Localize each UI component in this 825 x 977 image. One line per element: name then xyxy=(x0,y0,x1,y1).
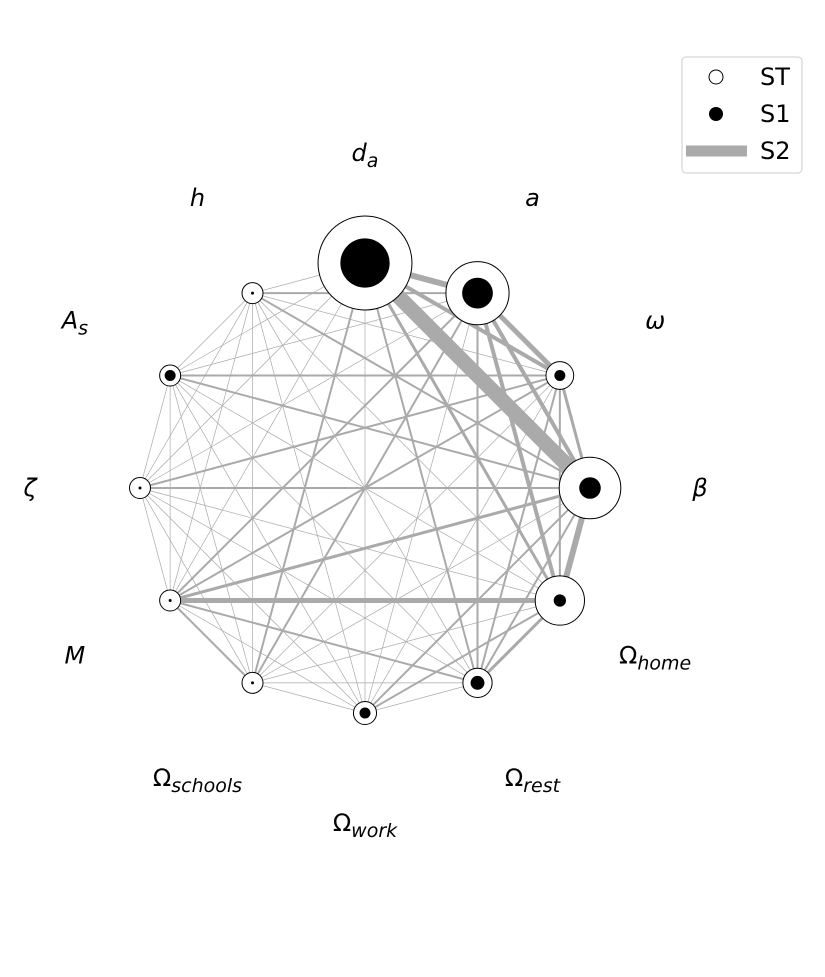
edge-beta-M xyxy=(169,486,591,602)
node-first-order-h xyxy=(251,291,254,295)
node-first-order-zeta xyxy=(138,486,142,490)
edge-omega_schools-M xyxy=(169,599,254,684)
node-label-omega: ω xyxy=(645,307,665,335)
edge-omega_work-h xyxy=(252,293,366,714)
legend-label-s1: S1 xyxy=(760,100,791,128)
edge-a-omega_home xyxy=(475,292,562,602)
node-label-beta: β xyxy=(691,474,707,502)
node-label-omega_work: Ωwork xyxy=(333,809,398,842)
node-label-a: a xyxy=(525,184,540,212)
legend-symbol-s1 xyxy=(709,107,723,121)
node-label-omega_rest: Ωrest xyxy=(505,764,562,797)
edge-omega_rest-M xyxy=(169,599,478,684)
edge-beta-h xyxy=(252,292,591,489)
node-first-order-omega_schools xyxy=(251,681,254,685)
edge-omega_rest-A_s xyxy=(169,375,478,684)
node-first-order-omega_home xyxy=(553,594,567,607)
nodes-layer xyxy=(129,215,622,726)
edge-omega_rest-omega_work xyxy=(364,682,478,714)
edges-layer xyxy=(139,257,596,714)
edge-omega_schools-A_s xyxy=(169,375,253,683)
edge-M-h xyxy=(169,293,253,601)
edge-omega_home-zeta xyxy=(139,487,560,601)
edge-beta-A_s xyxy=(169,374,591,489)
edge-d_a-omega_schools xyxy=(251,262,366,684)
node-first-order-omega_rest xyxy=(470,675,485,690)
edge-a-M xyxy=(169,292,479,602)
edge-zeta-h xyxy=(139,292,253,489)
edge-beta-omega_rest xyxy=(476,487,591,684)
legend-label-s2: S2 xyxy=(760,137,791,165)
edge-omega-omega_schools xyxy=(252,375,561,684)
node-label-A_s: As xyxy=(60,307,88,340)
edge-zeta-A_s xyxy=(139,375,171,489)
node-label-zeta: ζ xyxy=(22,474,38,502)
edge-a-beta xyxy=(475,292,592,490)
edge-d_a-omega_rest xyxy=(364,262,479,684)
edge-omega_home-h xyxy=(252,292,561,601)
node-label-M: M xyxy=(65,642,86,670)
legend-label-st: ST xyxy=(760,63,790,91)
node-first-order-M xyxy=(168,599,172,602)
node-label-h: h xyxy=(190,184,205,212)
edge-A_s-h xyxy=(169,292,253,376)
legend-symbol-st xyxy=(708,69,724,85)
legend-frame xyxy=(681,56,803,174)
edge-M-zeta xyxy=(139,487,171,601)
legend: ST S1 S2 xyxy=(681,56,803,174)
edge-omega_home-omega_work xyxy=(364,599,561,714)
node-label-omega_home: Ωhome xyxy=(619,642,691,675)
edge-d_a-beta xyxy=(359,257,596,494)
labels-layer: da a ω β Ωhome Ωrest Ωwork Ωschools Mζ As h xyxy=(22,139,707,842)
edge-omega_work-omega_schools xyxy=(252,682,366,714)
node-first-order-a xyxy=(462,277,493,309)
node-first-order-A_s xyxy=(164,370,176,381)
node-first-order-omega_work xyxy=(359,707,371,719)
node-first-order-omega xyxy=(554,370,566,381)
node-label-d_a: da xyxy=(352,139,379,172)
edge-d_a-omega_home xyxy=(363,262,562,602)
node-first-order-beta xyxy=(579,477,601,499)
node-first-order-d_a xyxy=(340,238,390,288)
node-label-omega_schools: Ωschools xyxy=(153,764,242,797)
